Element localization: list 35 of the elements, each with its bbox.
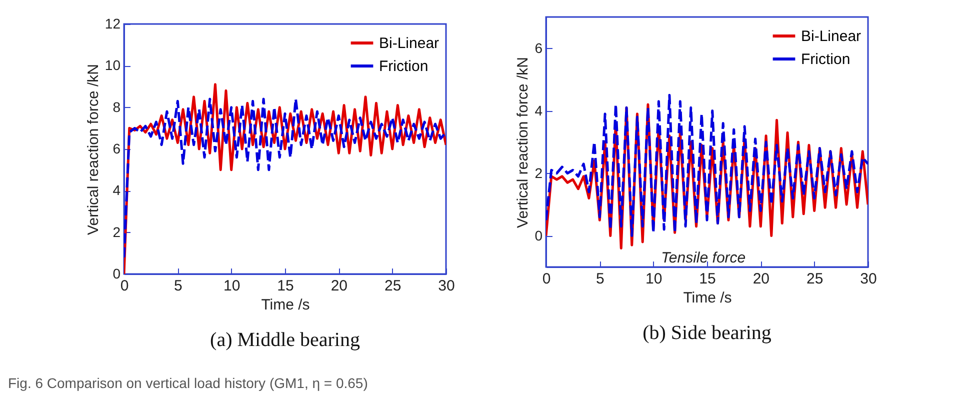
x-tick-label: 30 bbox=[438, 278, 455, 294]
y-tick-label: 10 bbox=[104, 57, 121, 74]
x-tick-label: 30 bbox=[860, 270, 877, 288]
legend-label: Bi-Linear bbox=[801, 28, 862, 45]
legend-label: Bi-Linear bbox=[379, 35, 440, 52]
y-tick-label: 4 bbox=[112, 182, 121, 198]
x-tick-label: 15 bbox=[699, 270, 716, 288]
y-tick-label: 2 bbox=[534, 164, 543, 181]
x-tick-label: 25 bbox=[384, 278, 402, 294]
y-tick-label: 8 bbox=[112, 98, 121, 115]
text: (b) Side bearing bbox=[642, 322, 772, 344]
y-tick-label: 0 bbox=[534, 227, 543, 244]
x-tick-label: 25 bbox=[806, 270, 824, 288]
y-tick-label: 4 bbox=[534, 102, 543, 118]
x-tick-label: 20 bbox=[752, 270, 770, 288]
line-series bbox=[124, 98, 446, 259]
x-tick-label: 15 bbox=[277, 278, 294, 294]
legend-label: Friction bbox=[379, 58, 428, 75]
y-tick-label: 2 bbox=[112, 224, 121, 240]
x-tick-label: 10 bbox=[645, 270, 662, 288]
legend-label: Friction bbox=[801, 51, 850, 68]
x-axis-title: Time /s bbox=[683, 290, 732, 306]
y-axis-title: Vertical reaction force /kN bbox=[84, 64, 102, 235]
y-tick-label: 6 bbox=[534, 40, 543, 56]
x-axis-title: Time /s bbox=[261, 296, 310, 314]
y-tick-label: 6 bbox=[112, 140, 121, 156]
caption: Fig. 6 Comparison on vertical load history (GM1, η = 0.65) bbox=[8, 375, 369, 391]
y-axis-title: Vertical reaction force /kN bbox=[514, 57, 532, 228]
x-tick-label: 5 bbox=[174, 278, 182, 294]
y-tick-label: 12 bbox=[104, 16, 121, 32]
x-tick-label: 5 bbox=[596, 270, 604, 288]
annotation: Tensile force bbox=[661, 249, 746, 266]
x-tick-label: 10 bbox=[223, 278, 240, 294]
x-tick-label: 20 bbox=[330, 278, 348, 294]
text: (a) Middle bearing bbox=[210, 329, 360, 351]
